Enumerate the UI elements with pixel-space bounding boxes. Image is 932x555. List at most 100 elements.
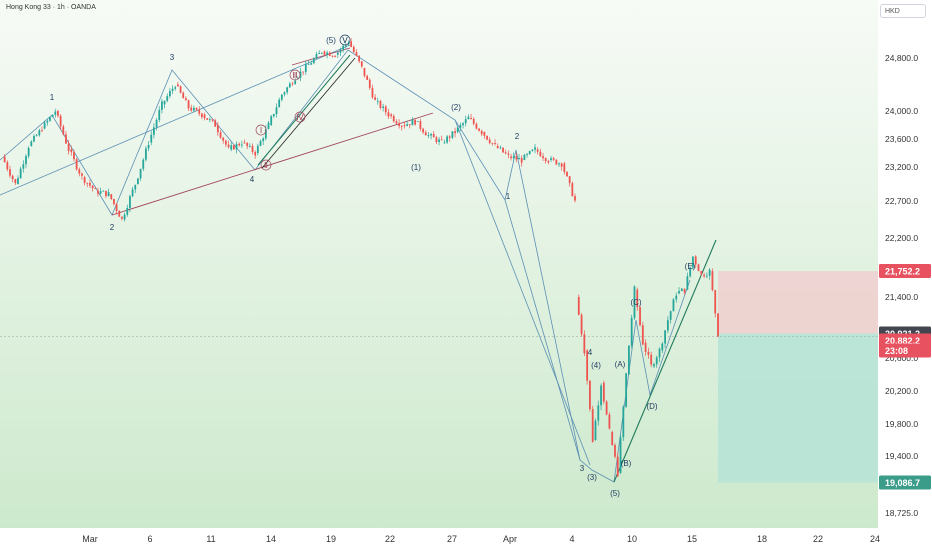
- candle-body: [491, 142, 494, 144]
- candle-body: [121, 216, 123, 219]
- candle-body: [558, 163, 560, 165]
- candle-body: [107, 192, 110, 197]
- candle-body: [19, 168, 22, 179]
- candle-body: [542, 156, 544, 159]
- candle-body: [528, 151, 531, 154]
- time-tick-label: Mar: [82, 534, 98, 544]
- candle-body: [339, 49, 342, 53]
- candle-body: [307, 64, 310, 66]
- time-tick-label: 10: [627, 534, 637, 544]
- candle-body: [630, 317, 633, 346]
- candle-body: [219, 132, 222, 138]
- candle-body: [246, 142, 249, 147]
- candle-body: [678, 291, 680, 294]
- candle-body: [315, 53, 318, 59]
- currency-button[interactable]: HKD: [880, 4, 926, 18]
- candle-body: [70, 149, 73, 153]
- candle-body: [539, 151, 542, 157]
- candle-body: [605, 401, 608, 415]
- candle-body: [459, 125, 462, 128]
- candle-body: [641, 325, 644, 345]
- stop-loss-zone[interactable]: [718, 271, 878, 334]
- price-tick-label: 24,000.0: [885, 106, 918, 116]
- candle-body: [571, 183, 574, 197]
- candle-body: [486, 135, 488, 140]
- candle-body: [78, 169, 81, 174]
- candle-body: [366, 75, 369, 80]
- rising-trendline[interactable]: [111, 112, 434, 216]
- price-badge-stop[interactable]: [879, 264, 931, 279]
- candle-body: [280, 94, 283, 100]
- candle-body: [283, 92, 286, 95]
- wave-label: 1: [506, 192, 511, 201]
- candle-body: [49, 117, 51, 121]
- candle-body: [302, 71, 305, 73]
- candle-body: [430, 134, 432, 136]
- take-profit-zone[interactable]: [718, 333, 878, 483]
- candle-body: [240, 144, 243, 146]
- candle-body: [650, 354, 653, 365]
- candle-body: [35, 135, 38, 137]
- price-badge-countdown[interactable]: [879, 343, 931, 358]
- candle-body: [216, 125, 219, 133]
- candle-body: [456, 127, 459, 132]
- time-tick-label: 15: [687, 534, 697, 544]
- candle-body: [647, 351, 650, 355]
- candle-body: [574, 196, 576, 201]
- candle-body: [398, 123, 401, 127]
- candle-body: [374, 97, 377, 100]
- candle-body: [686, 276, 689, 290]
- candle-body: [608, 414, 611, 429]
- candle-body: [355, 52, 358, 56]
- candle-body: [208, 119, 211, 121]
- candle-body: [33, 135, 35, 142]
- wave-label: 3: [170, 53, 175, 62]
- candle-body: [499, 147, 502, 149]
- candle-body: [462, 123, 464, 126]
- upper-channel-line[interactable]: [0, 44, 351, 196]
- candle-body: [83, 177, 86, 183]
- candle-body: [403, 125, 406, 126]
- time-tick-label: 22: [385, 534, 395, 544]
- candle-body: [75, 159, 78, 170]
- wave-connector[interactable]: [454, 119, 591, 466]
- candle-body: [470, 118, 472, 119]
- candle-body: [267, 122, 270, 130]
- candle-body: [256, 145, 259, 153]
- wedge-line[interactable]: [257, 54, 351, 166]
- candle-body: [336, 52, 339, 55]
- wave-label: 4: [588, 348, 593, 357]
- candle-body: [703, 274, 705, 277]
- candle-body: [248, 145, 251, 147]
- support-trendline[interactable]: [613, 239, 717, 483]
- candle-body: [115, 204, 118, 211]
- wave-connector[interactable]: [504, 199, 581, 461]
- price-badge-target[interactable]: [879, 475, 931, 490]
- time-tick-label: 4: [569, 534, 574, 544]
- candle-body: [6, 162, 9, 170]
- price-tick-label: 22,200.0: [885, 233, 918, 243]
- candle-body: [153, 127, 155, 135]
- candle-body: [504, 152, 507, 154]
- candle-body: [376, 100, 379, 102]
- candle-body: [467, 116, 470, 120]
- candle-body: [628, 345, 630, 375]
- candle-body: [278, 99, 281, 108]
- candle-body: [259, 141, 262, 146]
- candle-body: [475, 123, 478, 129]
- wave-label: (D): [646, 402, 657, 411]
- candle-body: [483, 132, 486, 136]
- candle-body: [454, 131, 456, 134]
- candle-body: [594, 420, 597, 440]
- time-axis[interactable]: [0, 528, 932, 550]
- candle-body: [350, 41, 353, 47]
- price-tick-label: 23,600.0: [885, 134, 918, 144]
- wedge-line[interactable]: [261, 57, 356, 169]
- time-tick-label: Apr: [503, 534, 517, 544]
- price-axis[interactable]: [878, 0, 932, 528]
- candle-body: [94, 188, 97, 190]
- candle-body: [451, 131, 454, 138]
- candle-body: [286, 87, 289, 93]
